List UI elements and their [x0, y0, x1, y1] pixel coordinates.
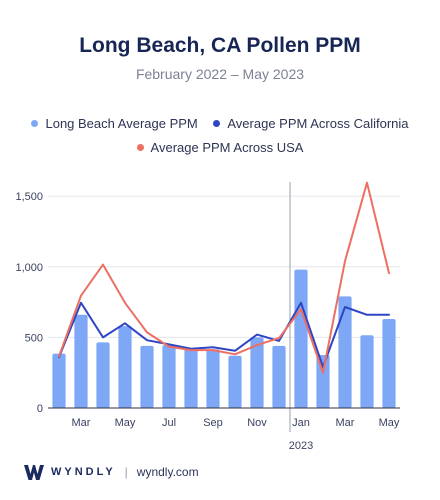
legend-row-2: Average PPM Across USA — [0, 140, 440, 155]
bar — [96, 342, 110, 408]
legend-item-usa: Average PPM Across USA — [136, 140, 304, 155]
bar — [382, 319, 396, 408]
legend-swatch-california — [213, 120, 221, 127]
brand-name: WYNDLY — [51, 466, 116, 478]
legend: Long Beach Average PPM Average PPM Acros… — [0, 116, 440, 131]
legend-swatch-usa — [136, 144, 144, 151]
bar — [272, 345, 286, 408]
footer-url[interactable]: wyndly.com — [136, 465, 199, 479]
wyndly-logo-icon — [24, 464, 44, 480]
x-tick-label: May — [115, 417, 136, 429]
footer: WYNDLY | wyndly.com — [24, 463, 199, 481]
bar — [338, 296, 352, 408]
chart-subtitle: February 2022 – May 2023 — [135, 66, 305, 82]
footer-separator: | — [124, 465, 128, 479]
bar — [316, 355, 330, 408]
chart-title: Long Beach, CA Pollen PPM — [79, 34, 361, 57]
x-tick-label: Sep — [203, 417, 223, 429]
bar — [250, 337, 264, 408]
year-label: 2023 — [289, 440, 313, 452]
legend-item-long-beach: Long Beach Average PPM — [31, 116, 198, 131]
bar — [162, 345, 176, 408]
bar — [52, 353, 66, 408]
legend-label-california: Average PPM Across California — [227, 116, 409, 131]
y-tick-label: 500 — [25, 332, 43, 344]
bar — [74, 314, 88, 408]
y-tick-label: 1,000 — [15, 262, 43, 274]
legend-label-usa: Average PPM Across USA — [150, 140, 304, 155]
bar — [206, 349, 220, 408]
x-tick-label: Jul — [162, 417, 176, 429]
bar — [360, 335, 374, 408]
bar — [184, 348, 198, 408]
x-tick-label: Mar — [72, 417, 91, 429]
bar — [140, 345, 154, 408]
bar — [228, 355, 242, 408]
x-tick-label: Nov — [247, 417, 267, 429]
series-line — [58, 301, 390, 368]
x-tick-label: May — [379, 417, 400, 429]
legend-label-long-beach: Long Beach Average PPM — [45, 116, 198, 131]
bar — [118, 326, 132, 408]
series-line — [58, 181, 390, 374]
x-tick-label: Mar — [336, 417, 355, 429]
y-tick-label: 1,500 — [15, 191, 43, 203]
y-tick-label: 0 — [37, 403, 43, 415]
legend-swatch-long-beach — [31, 120, 39, 127]
bar — [294, 269, 308, 408]
legend-item-california: Average PPM Across California — [213, 116, 409, 131]
x-tick-label: Jan — [292, 417, 310, 429]
